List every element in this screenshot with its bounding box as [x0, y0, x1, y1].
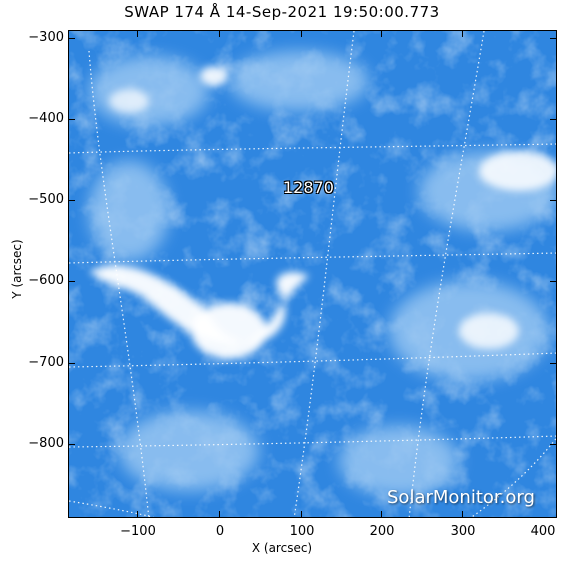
y-tick-label: −700 [28, 355, 64, 370]
x-tick-mark [301, 511, 302, 518]
y-tick-mark [68, 363, 75, 364]
active-region-label: 12870 [283, 178, 334, 197]
y-tick-mark [550, 281, 557, 282]
solar-euv-image [69, 31, 556, 517]
y-tick-mark [68, 444, 75, 445]
solar-image-panel [68, 30, 557, 518]
y-tick-mark [550, 119, 557, 120]
y-tick-label: −600 [28, 273, 64, 288]
y-tick-mark [550, 363, 557, 364]
x-tick-mark [219, 30, 220, 37]
y-tick-label: −500 [28, 192, 64, 207]
y-tick-label: −800 [28, 436, 64, 451]
y-axis-label: Y (arcsec) [10, 239, 24, 299]
x-tick-label: 200 [369, 524, 395, 539]
x-tick-label: 400 [530, 524, 556, 539]
y-tick-mark [68, 200, 75, 201]
y-tick-mark [68, 119, 75, 120]
y-tick-mark [550, 38, 557, 39]
y-tick-label: −300 [28, 30, 64, 45]
x-tick-mark [137, 30, 138, 37]
x-tick-label: 100 [289, 524, 315, 539]
y-tick-mark [68, 281, 75, 282]
image-title: SWAP 174 Å 14-Sep-2021 19:50:00.773 [124, 3, 440, 21]
watermark: SolarMonitor.org [387, 487, 535, 508]
x-tick-mark [381, 511, 382, 518]
x-tick-mark [462, 30, 463, 37]
y-tick-label: −400 [28, 111, 64, 126]
x-axis-label: X (arcsec) [251, 541, 313, 555]
y-tick-mark [68, 38, 75, 39]
x-tick-mark [219, 511, 220, 518]
x-tick-mark [137, 511, 138, 518]
x-tick-mark [462, 511, 463, 518]
y-tick-mark [550, 444, 557, 445]
y-tick-mark [550, 200, 557, 201]
x-tick-mark [301, 30, 302, 37]
heliographic-grid [69, 31, 556, 517]
x-tick-mark [381, 30, 382, 37]
x-tick-label: 300 [450, 524, 476, 539]
x-tick-label: 0 [215, 524, 225, 539]
x-tick-label: −100 [120, 524, 156, 539]
